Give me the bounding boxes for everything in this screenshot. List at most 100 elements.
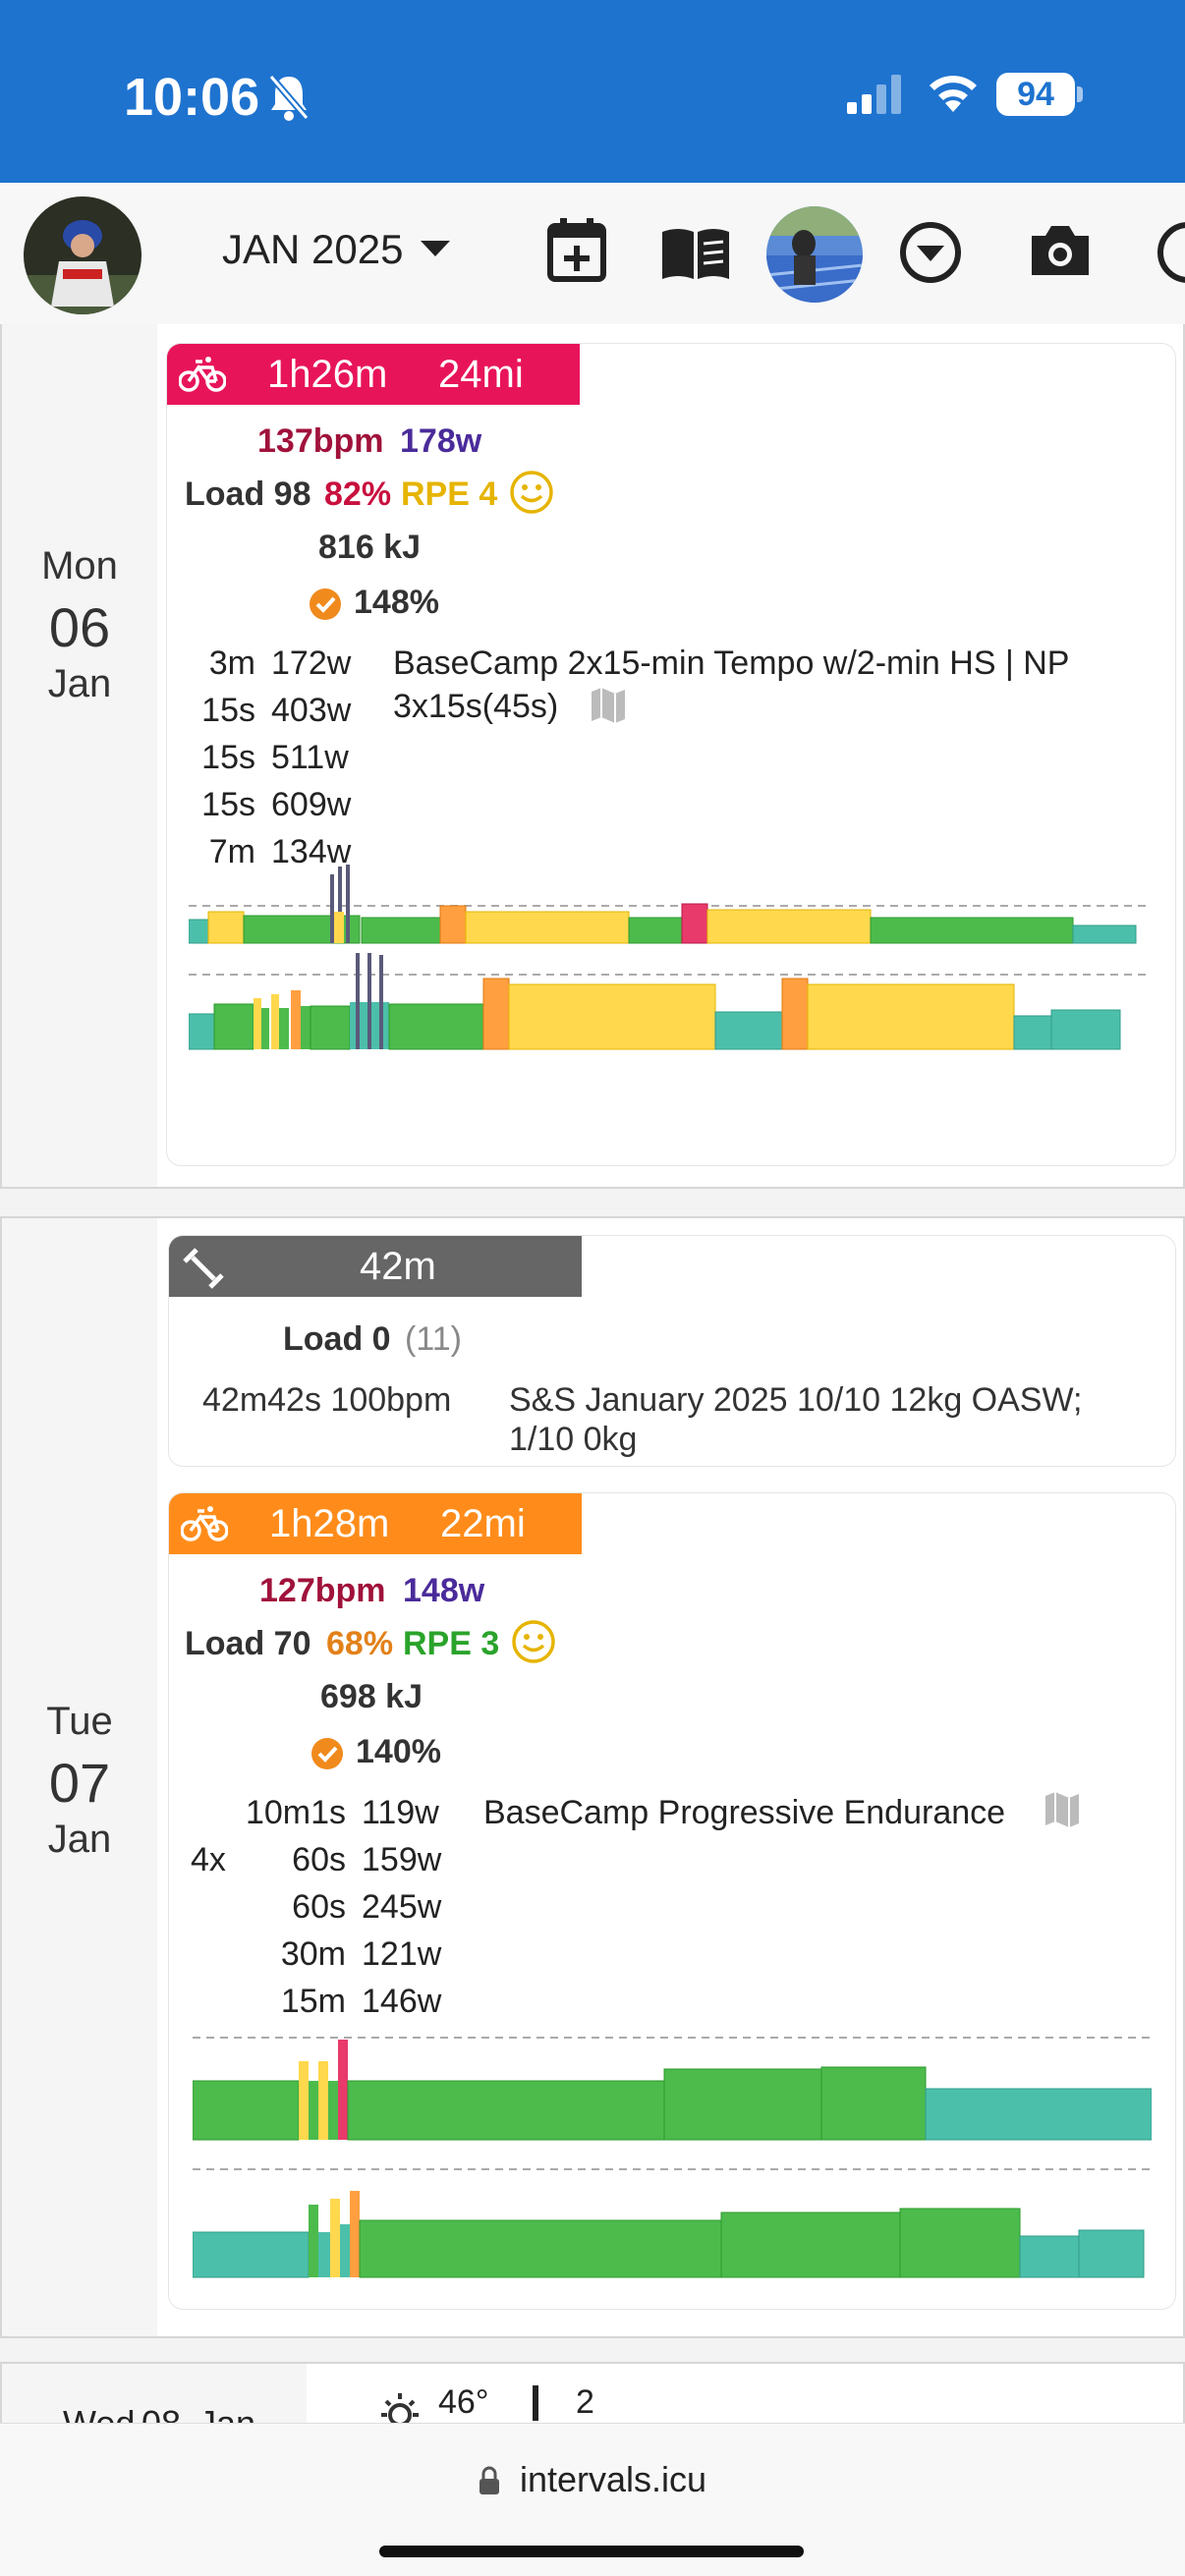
chart-bar <box>820 2066 927 2141</box>
url-text: intervals.icu <box>519 2459 707 2499</box>
chart-bar <box>261 1008 269 1049</box>
chart-bar <box>356 953 360 1049</box>
chart-bar <box>189 1013 215 1050</box>
compliance: 140% <box>356 1733 441 1770</box>
chart-bar <box>350 2191 360 2277</box>
energy: 816 kJ <box>318 529 421 566</box>
browser-url-bar[interactable]: intervals.icu <box>0 2423 1185 2576</box>
battery-tip <box>1077 86 1083 102</box>
interval-watts: 159w <box>362 1841 442 1878</box>
chart-bar <box>328 2081 338 2140</box>
interval-watts: 121w <box>362 1935 442 1973</box>
interval-watts: 119w <box>362 1794 439 1831</box>
chart-bar <box>291 990 301 1049</box>
activity-header[interactable]: 42m <box>169 1236 582 1297</box>
help-circle-icon[interactable] <box>1156 220 1185 285</box>
day-month: Jan <box>47 1818 112 1861</box>
day-date: 06 <box>48 596 111 658</box>
bike-icon <box>181 1506 228 1541</box>
month-label: JAN 2025 <box>222 226 404 272</box>
wind-indicator-icon <box>533 2385 538 2421</box>
day-column <box>2 324 157 1187</box>
camera-icon[interactable] <box>1028 222 1093 279</box>
training-load: Load 70 <box>185 1625 311 1662</box>
chart-bar <box>207 911 245 944</box>
chart-bar <box>1050 1009 1121 1050</box>
chart-bar <box>781 978 809 1050</box>
day-weekday: Mon <box>41 544 118 588</box>
chart-bar <box>310 1005 351 1050</box>
activity-duration: 42m <box>360 1244 436 1288</box>
day-date: 07 <box>48 1752 111 1814</box>
weather-extra: 2 <box>576 2383 594 2421</box>
chart-bar <box>663 2068 822 2141</box>
map-icon[interactable] <box>590 688 627 723</box>
check-circle-icon <box>311 1738 343 1769</box>
smiley-icon <box>512 1620 555 1663</box>
chart-bar <box>318 2232 330 2277</box>
home-indicator[interactable] <box>379 2546 804 2557</box>
interval-watts: 134w <box>271 833 352 870</box>
day-row: Mon 06 Jan 1h26m 24mi 137bpm 178w Load 9… <box>0 324 1185 1189</box>
chart-bar <box>870 917 1074 944</box>
chart-bar <box>388 1003 484 1050</box>
energy: 698 kJ <box>320 1678 423 1715</box>
activity-distance: 22mi <box>440 1501 526 1545</box>
chart-bar <box>899 2208 1021 2278</box>
chart-bar <box>508 983 716 1050</box>
interval-repeat: 4x <box>191 1841 226 1878</box>
chart-bar <box>338 2040 348 2140</box>
chart-bar <box>309 2081 318 2140</box>
activity-card[interactable]: 1h28m 22mi 127bpm 148w Load 70 68% RPE 3… <box>169 1493 1175 2309</box>
interval-duration: 15s <box>201 692 255 729</box>
interval-duration: 15s <box>201 786 255 823</box>
rpe: RPE 4 <box>401 476 498 513</box>
day-month: Jan <box>47 662 112 705</box>
bike-icon <box>179 357 226 392</box>
activity-header[interactable]: 1h26m 24mi <box>167 344 580 405</box>
dropdown-circle-icon[interactable] <box>898 220 963 285</box>
user-avatar[interactable] <box>24 196 141 314</box>
chart-bar <box>193 2080 300 2141</box>
zone-power-chart[interactable] <box>189 953 1152 1051</box>
lock-icon <box>479 2466 499 2494</box>
workout-name: BaseCamp 2x15-min Tempo w/2-min HS | NP <box>393 644 1070 682</box>
chart-bar <box>279 1008 289 1049</box>
url-container[interactable]: intervals.icu <box>0 2459 1185 2500</box>
silent-bell-icon <box>268 74 310 121</box>
chart-bar <box>482 978 510 1050</box>
chart-bar <box>340 2224 350 2277</box>
activity-card[interactable]: 1h26m 24mi 137bpm 178w Load 98 82% RPE 4… <box>167 344 1175 1165</box>
workout-power-chart[interactable] <box>193 2024 1152 2142</box>
interval-duration: 15s <box>201 739 255 776</box>
avg-power: 178w <box>400 422 482 460</box>
chart-bar <box>346 865 350 943</box>
interval-watts: 172w <box>271 644 352 682</box>
chart-bar <box>330 874 334 943</box>
zone-power-chart[interactable] <box>193 2156 1152 2281</box>
map-icon[interactable] <box>1044 1792 1081 1827</box>
add-calendar-icon[interactable] <box>546 216 607 283</box>
activity-header[interactable]: 1h28m 22mi <box>169 1493 582 1554</box>
activity-duration: 1h28m <box>269 1501 390 1545</box>
cellular-signal-icon <box>847 75 901 114</box>
chart-bar <box>681 903 708 944</box>
smiley-icon <box>510 471 553 514</box>
interval-watts: 146w <box>362 1983 442 2020</box>
chart-bar <box>465 911 630 944</box>
activity-card[interactable]: 42m Load 0 (11) 42m42s 100bpm S&S Januar… <box>169 1236 1175 1466</box>
chart-bar <box>359 2219 722 2278</box>
rpe: RPE 3 <box>403 1625 500 1662</box>
chart-bar <box>925 2088 1152 2141</box>
activity-distance: 24mi <box>438 352 524 396</box>
book-icon[interactable] <box>660 226 731 281</box>
chart-bar <box>189 919 209 944</box>
intensity: 68% <box>326 1625 394 1662</box>
workout-power-chart[interactable] <box>189 865 1152 945</box>
interval-watts: 403w <box>271 692 352 729</box>
chart-bar <box>628 917 683 944</box>
athlete-photo[interactable] <box>766 206 863 303</box>
month-selector[interactable]: JAN 2025 <box>222 226 451 273</box>
wifi-icon <box>930 76 977 112</box>
interval-duration: 15m <box>280 1983 346 2020</box>
